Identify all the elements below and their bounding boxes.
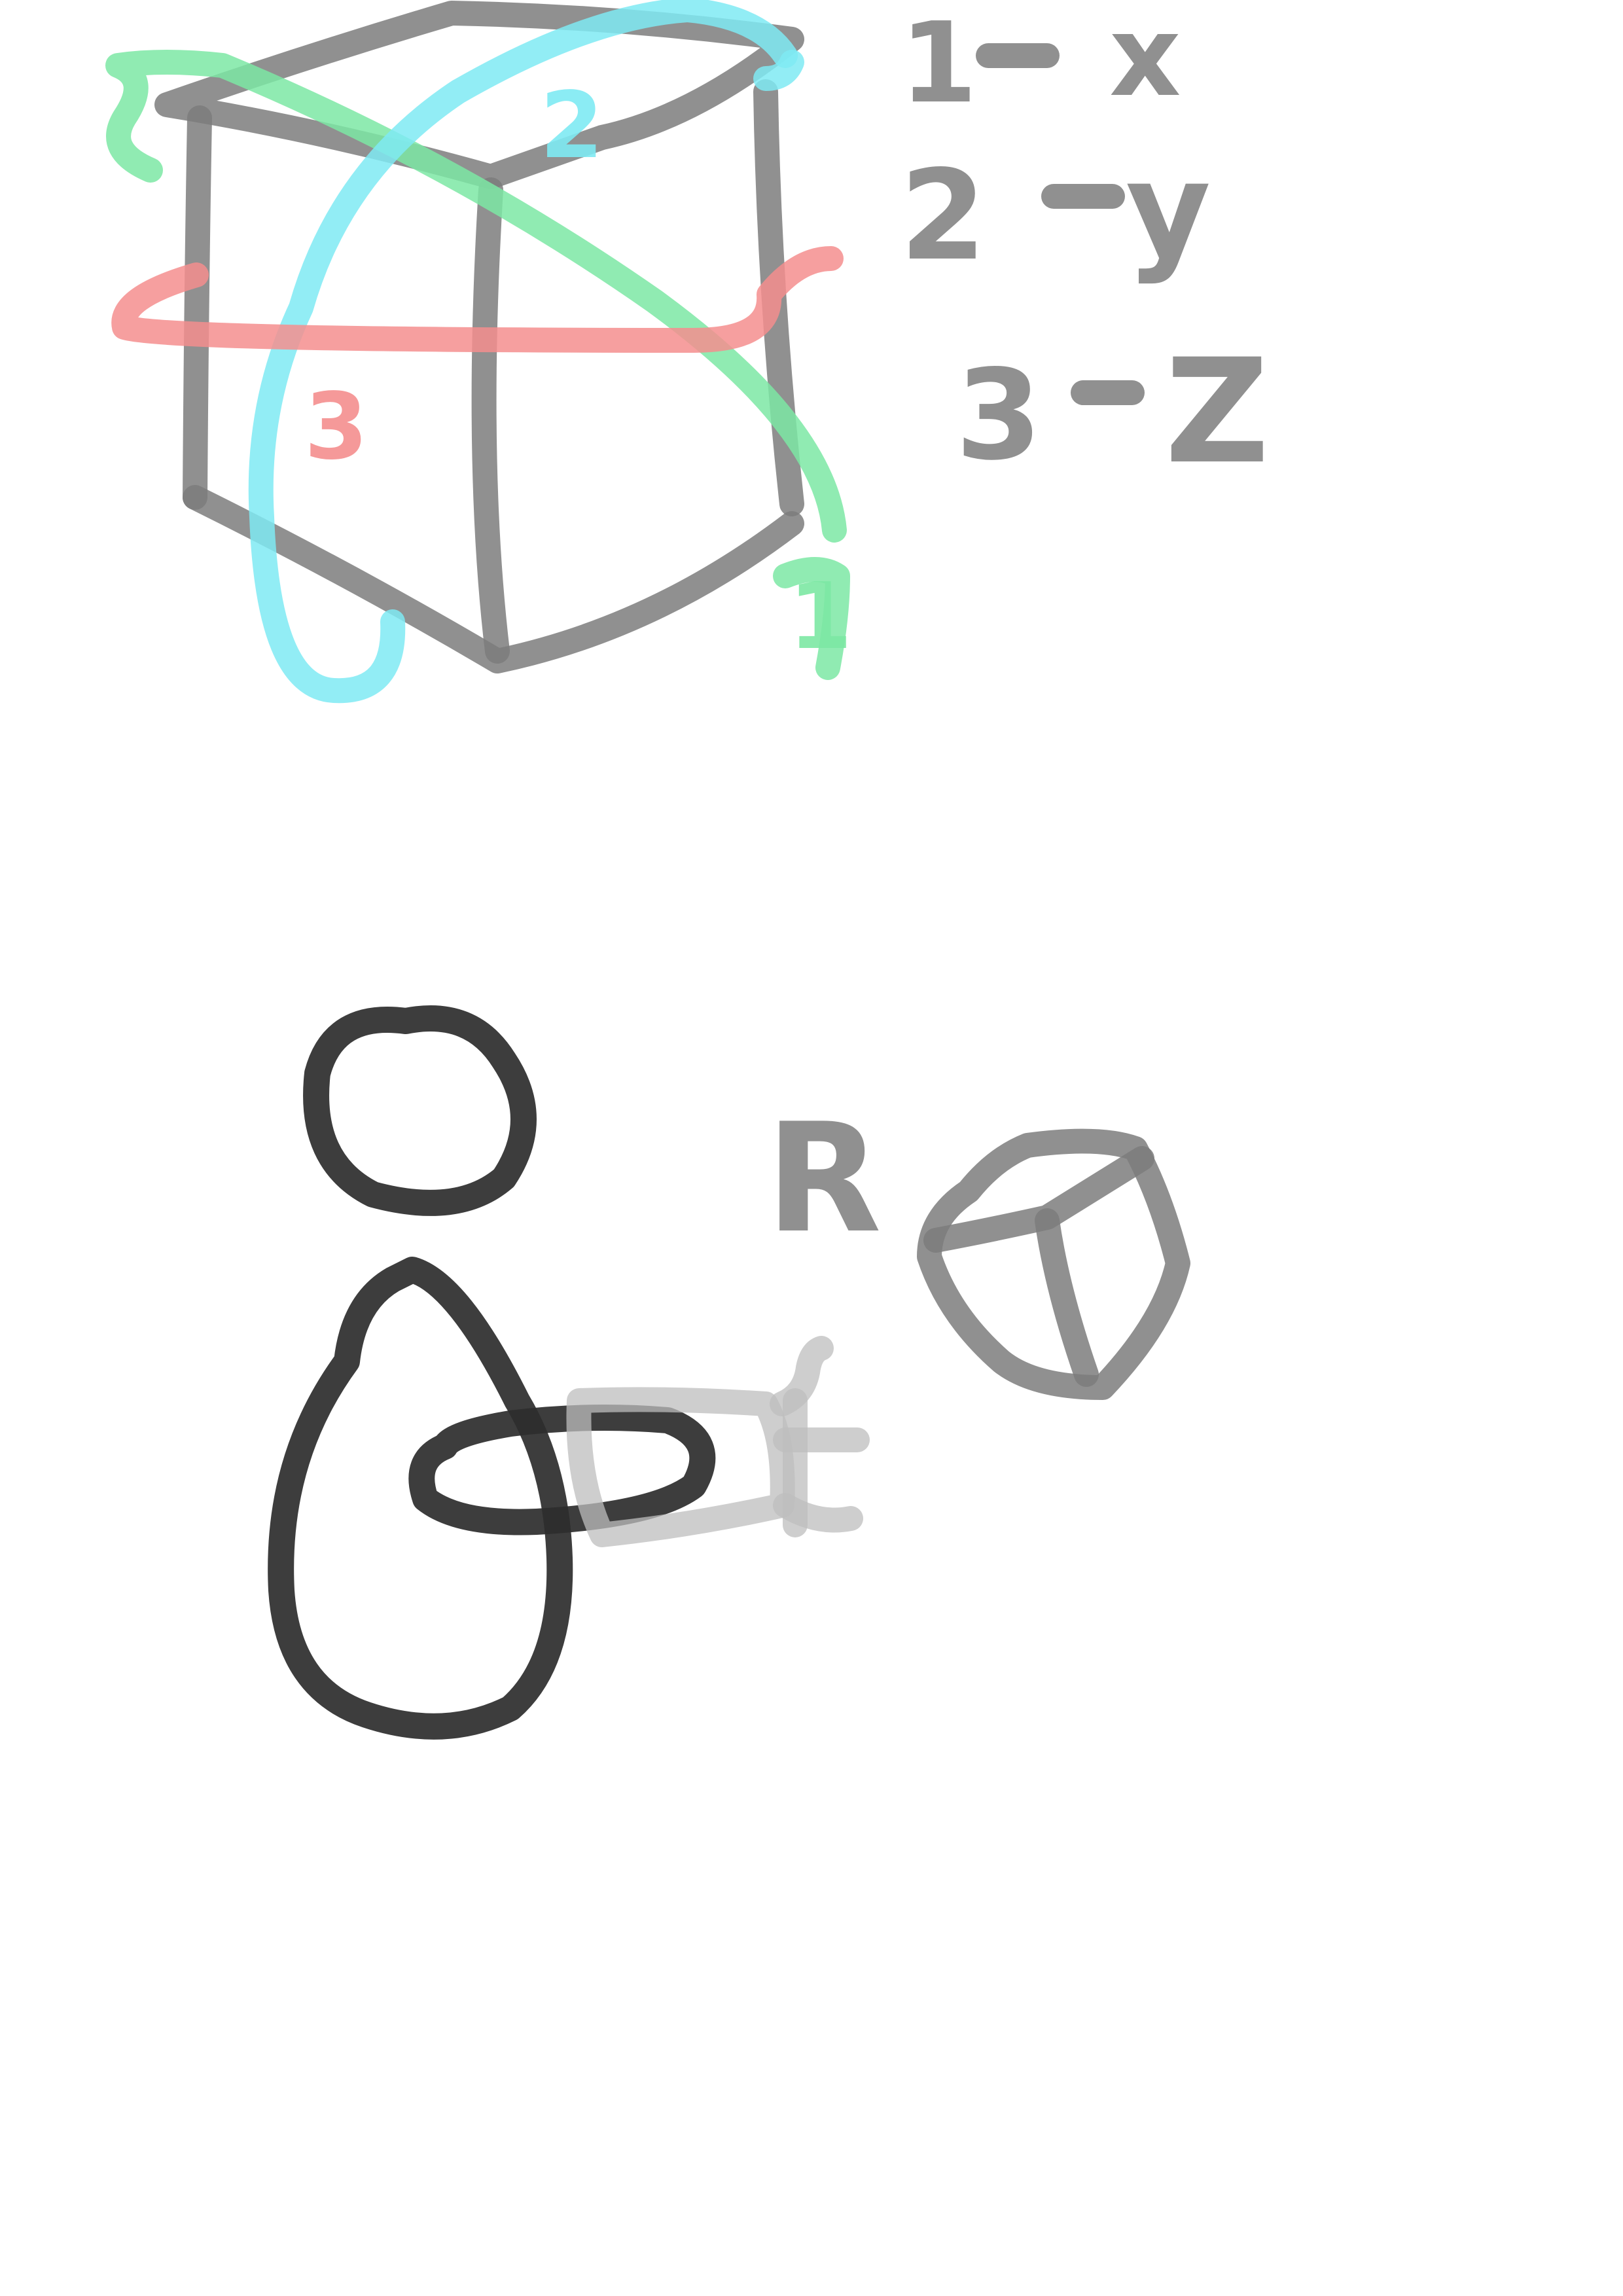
x-axis-arrow-tail bbox=[773, 557, 850, 680]
person-head bbox=[303, 1005, 537, 1216]
y-axis-label: 2 bbox=[540, 73, 603, 179]
x-axis-arrow bbox=[105, 50, 847, 543]
z-axis-arrow bbox=[111, 246, 844, 353]
cube-diagram: 1 2 3 bbox=[105, 0, 852, 704]
legend-row-y: 2 y bbox=[900, 134, 1211, 288]
person-hand bbox=[408, 1405, 716, 1535]
legend-row-x: 1 x bbox=[900, 0, 1181, 128]
legend-axis-y: y bbox=[1126, 134, 1211, 287]
robot-gripper bbox=[566, 1336, 870, 1547]
cube-middle-edge bbox=[471, 177, 510, 664]
cube-bottom-edges bbox=[183, 485, 804, 673]
person-body bbox=[268, 1257, 573, 1740]
legend-number-2: 2 bbox=[900, 143, 986, 288]
legend-axis-x: x bbox=[1109, 0, 1181, 122]
rotate-label: R bbox=[766, 1092, 882, 1266]
legend-number-1: 1 bbox=[900, 0, 977, 128]
person-figure bbox=[268, 1005, 716, 1740]
small-cube-front-edge bbox=[1035, 1208, 1099, 1387]
axis-legend: 1 x 2 y 3 Z bbox=[900, 0, 1270, 495]
y-axis-arrow bbox=[248, 0, 798, 704]
z-axis-label: 3 bbox=[304, 374, 368, 480]
cube-left-edge bbox=[183, 105, 212, 510]
rotated-object: R bbox=[766, 1092, 1190, 1400]
legend-axis-z: Z bbox=[1165, 328, 1270, 495]
legend-row-z: 3 Z bbox=[955, 328, 1270, 495]
x-axis-label: 1 bbox=[789, 564, 852, 670]
legend-number-3: 3 bbox=[955, 343, 1042, 488]
y-axis-arrow-head bbox=[753, 50, 804, 91]
